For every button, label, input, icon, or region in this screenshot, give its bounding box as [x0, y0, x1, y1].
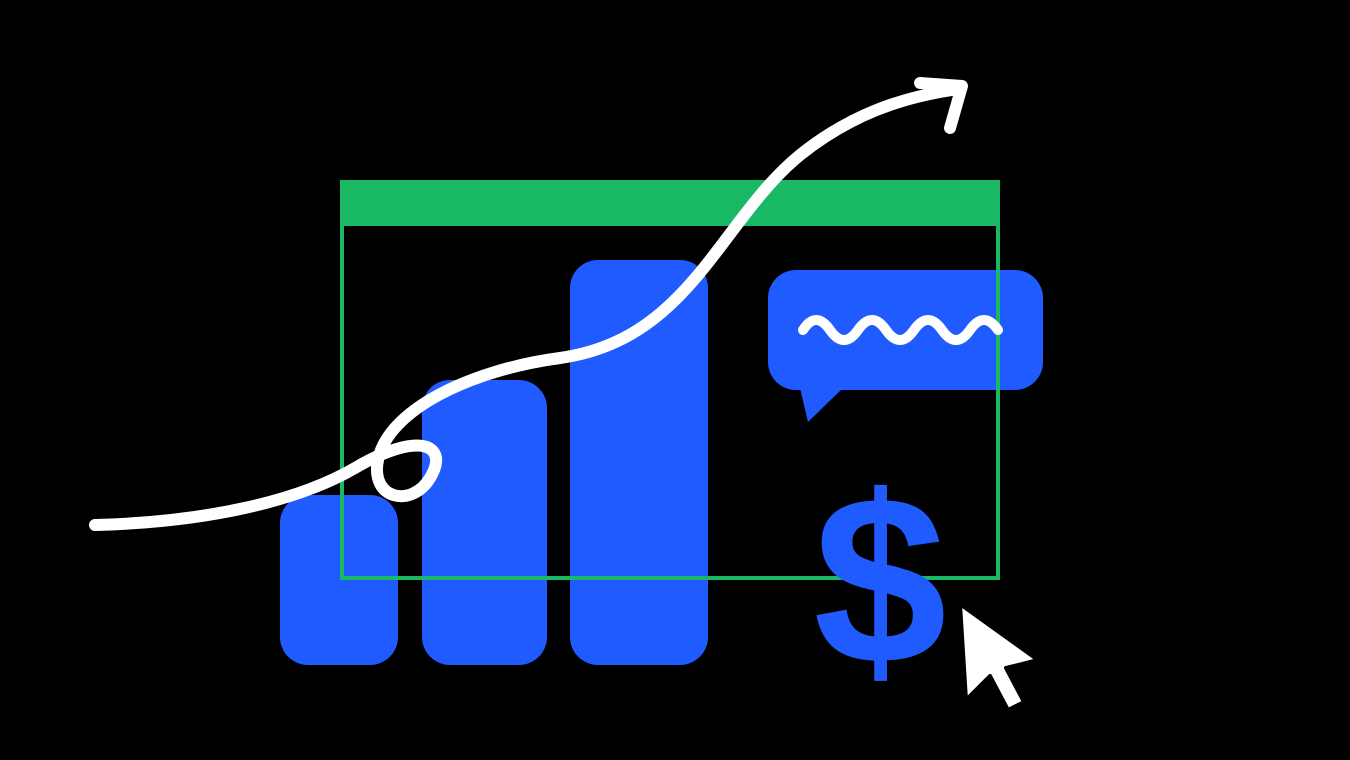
growth-arrow-head-icon — [920, 83, 962, 128]
infographic-stage: $ — [0, 0, 1350, 760]
dollar-sign-icon: $ — [813, 460, 946, 700]
cursor-pointer-icon[interactable] — [960, 604, 1038, 710]
